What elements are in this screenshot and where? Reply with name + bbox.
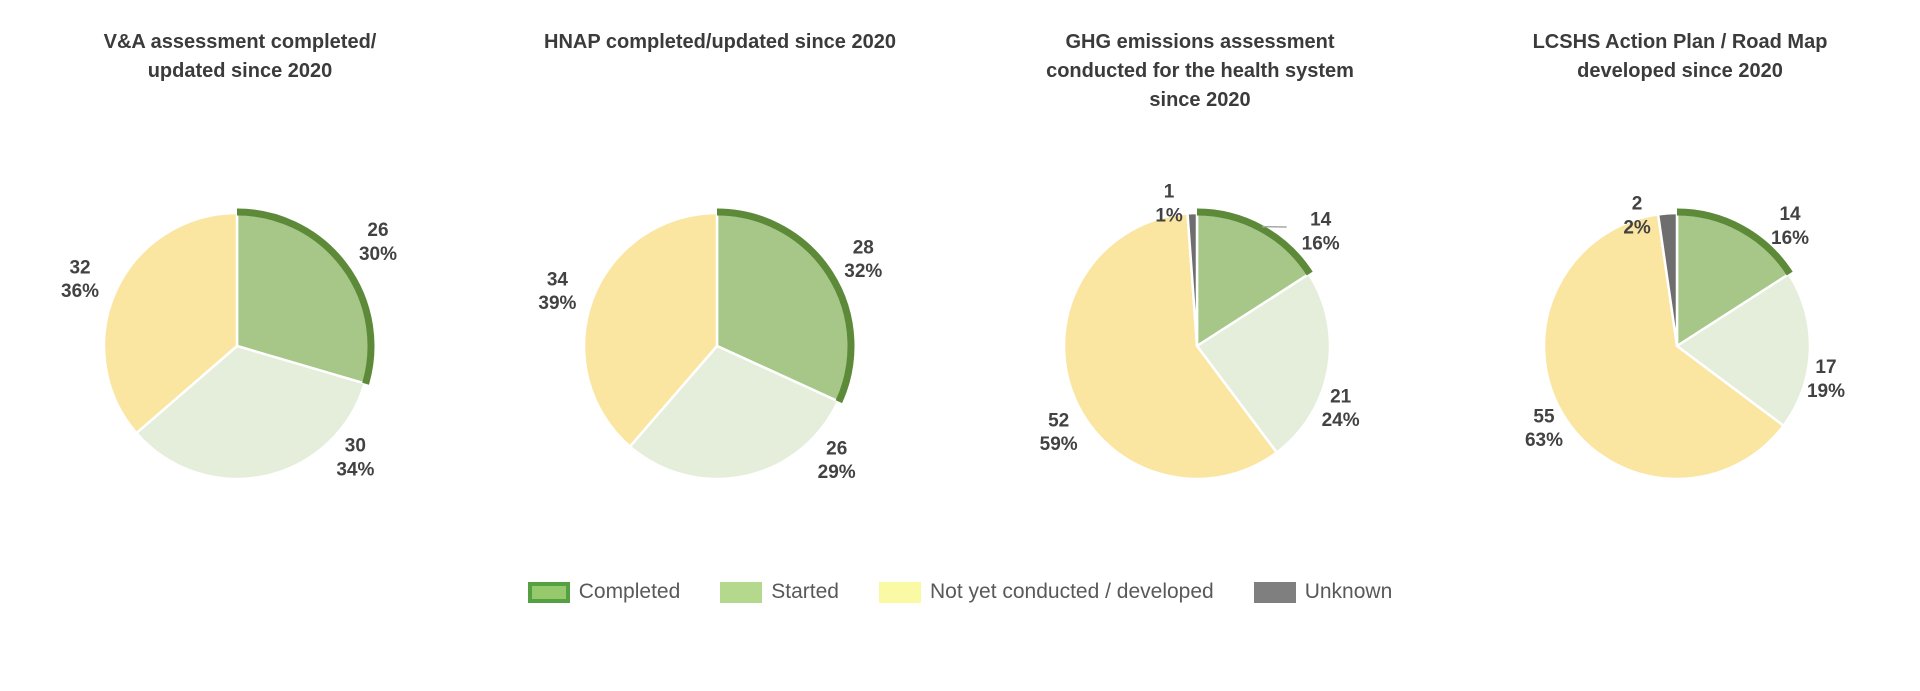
chart-va-assessment: V&A assessment completed/ updated since … [0, 28, 480, 516]
pie-slice-label-started: 21 24% [1322, 386, 1360, 431]
pie-slice-notyet[interactable] [582, 211, 719, 448]
legend-swatch-completed [527, 581, 570, 603]
chart-ghg-emissions: GHG emissions assessment conducted for t… [960, 28, 1440, 516]
legend-label: Completed [578, 580, 681, 603]
pie-charts-row: V&A assessment completed/ updated since … [0, 28, 1920, 516]
chart-title: HNAP completed/updated since 2020 [544, 31, 896, 53]
chart-title: V&A assessment completed/ updated since … [103, 31, 377, 82]
pie-chart-ghg-emissions: 14 16% 21 24% 52 59% 1 1% [1040, 182, 1360, 481]
completed-highlight-arc [1676, 208, 1793, 276]
chart-title: LCSHS Action Plan / Road Map developed s… [1532, 31, 1828, 82]
pie-slice-label-completed: 14 16% [1302, 210, 1340, 255]
pie-slice-label-unknown: 2 2% [1623, 194, 1651, 239]
pie-chart-va-assessment: 26 30% 30 34% 32 36% [61, 208, 397, 481]
pie-slice-label-completed: 14 16% [1771, 204, 1809, 249]
pie-slice-label-started: 26 29% [818, 438, 856, 483]
pie-slice-notyet[interactable] [1062, 212, 1278, 481]
legend-label: Unknown [1304, 580, 1393, 603]
pie-slice-started[interactable] [1675, 272, 1812, 427]
completed-highlight-arc [1196, 208, 1313, 276]
pie-slice-unknown[interactable] [1656, 211, 1679, 348]
chart-lcshs-action-plan: LCSHS Action Plan / Road Map developed s… [1440, 28, 1920, 516]
legend-item-not-yet[interactable]: Not yet conducted / developed [879, 580, 1214, 604]
pie-slice-started[interactable] [1195, 272, 1332, 454]
pie-slice-label-notyet: 55 63% [1525, 406, 1563, 451]
legend-item-completed[interactable]: Completed [527, 580, 681, 604]
pie-slice-label-started: 30 34% [336, 436, 374, 481]
pie-slice-label-notyet: 32 36% [61, 257, 99, 302]
chart-hnap: HNAP completed/updated since 2020 28 32% 2… [480, 28, 960, 516]
pie-slice-label-completed: 26 30% [359, 220, 397, 265]
pie-chart-hnap: 28 32% 26 29% 34 39% [538, 208, 882, 483]
pie-slice-notyet[interactable] [1542, 213, 1785, 481]
legend-item-unknown[interactable]: Unknown [1253, 580, 1393, 604]
legend-swatch-started [720, 581, 763, 603]
pie-slice-started[interactable] [628, 344, 840, 481]
legend: Completed Started Not yet conducted / de… [0, 580, 1920, 604]
pie-slice-label-notyet: 52 59% [1040, 410, 1078, 455]
legend-label: Not yet conducted / developed [930, 580, 1214, 603]
pie-slice-unknown[interactable] [1186, 211, 1199, 348]
legend-swatch-unknown [1253, 581, 1296, 603]
legend-swatch-not-yet [879, 581, 921, 603]
pie-slice-started[interactable] [135, 344, 366, 481]
completed-highlight-arc [716, 208, 855, 404]
pie-slice-label-completed: 28 32% [844, 237, 882, 282]
pie-chart-lcshs-action-plan: 14 16% 17 19% 55 63% 2 2% [1525, 194, 1845, 481]
pie-slice-label-started: 17 19% [1807, 357, 1845, 402]
pie-slice-label-notyet: 34 39% [538, 269, 576, 314]
legend-label: Started [771, 580, 839, 603]
legend-item-started[interactable]: Started [720, 580, 839, 604]
pie-slice-label-unknown: 1 1% [1155, 182, 1183, 227]
completed-highlight-arc [236, 208, 375, 385]
pie-slice-notyet[interactable] [102, 211, 239, 435]
chart-title: GHG emissions assessment conducted for t… [1046, 31, 1354, 111]
